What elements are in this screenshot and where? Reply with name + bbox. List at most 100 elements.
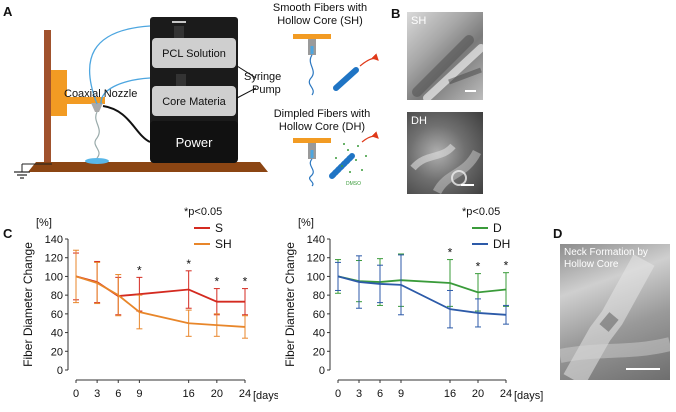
stand-post xyxy=(44,30,51,166)
y-tick-label: 40 xyxy=(51,328,63,340)
chart-s-vs-sh: 0 20 40 60 80 100 120 140 0 3 6 9 16 20 24[days] [%] Fib… xyxy=(21,206,278,402)
x-tick-label: 9 xyxy=(136,388,142,400)
y-tick-label: 120 xyxy=(307,253,325,265)
nozzle-holder xyxy=(51,70,67,116)
core-material-label: Core Materia xyxy=(162,96,226,108)
nozzle-arm xyxy=(67,97,105,104)
dh-micrograph: DH xyxy=(407,112,483,194)
x-tick-label: 6 xyxy=(377,388,383,400)
panel-d-letter: D xyxy=(553,226,563,241)
y-tick-label: 20 xyxy=(51,346,63,358)
y-tick-label: 140 xyxy=(307,234,325,246)
significance-asterisk: * xyxy=(214,275,219,289)
neck-formation-micrograph: Neck Formation by Hollow Core xyxy=(560,244,670,380)
neck-caption-line1: Neck Formation by xyxy=(564,247,648,258)
y-tick-label: 0 xyxy=(57,365,63,377)
significance-asterisk: * xyxy=(243,275,248,289)
significance-asterisk: * xyxy=(137,263,142,277)
x-tick-label: 3 xyxy=(94,388,100,400)
y-tick-label: 80 xyxy=(51,290,63,302)
power-cable xyxy=(102,105,151,143)
legend-label-s: S xyxy=(215,221,223,235)
y-tick-label: 20 xyxy=(313,346,325,358)
dh-arrow-icon xyxy=(361,131,379,143)
collector-target xyxy=(85,158,109,164)
x-tick-label: 16 xyxy=(444,388,456,400)
series-line-d xyxy=(337,275,507,294)
collector-base xyxy=(28,162,268,172)
smooth-fiber-icon xyxy=(333,67,359,91)
dh-scale-bar xyxy=(461,184,474,186)
significance-asterisk: * xyxy=(186,257,191,271)
x-tick-label: 20 xyxy=(211,388,223,400)
series-line-sh xyxy=(75,275,246,328)
fiber-jet xyxy=(94,111,100,159)
significance-note: *p<0.05 xyxy=(462,206,500,218)
pcl-solution-syringe xyxy=(152,38,236,68)
panel-c-letter: C xyxy=(3,226,13,241)
pcl-tube xyxy=(89,25,180,105)
core-material-syringe xyxy=(152,86,236,116)
sh-nozzle-holder xyxy=(293,34,331,39)
sh-title-line1: Smooth Fibers with xyxy=(273,2,367,14)
y-unit-label: [%] xyxy=(36,217,52,229)
legend-label-d: D xyxy=(493,221,502,235)
x-tick-label: 24 xyxy=(500,388,512,400)
syringe-label: Syringe xyxy=(244,71,281,83)
y-axis-title: Fiber Diameter Change xyxy=(21,242,35,367)
y-unit-label: [%] xyxy=(298,217,314,229)
y-tick-label: 140 xyxy=(45,234,63,246)
x-tick-label: 0 xyxy=(73,388,79,400)
x-tick-label: 3 xyxy=(356,388,362,400)
x-tick-label: 0 xyxy=(335,388,341,400)
x-tick-label: 24 xyxy=(239,388,251,400)
significance-note: *p<0.05 xyxy=(184,206,222,218)
power-label: Power xyxy=(176,135,214,150)
x-unit-label: [days] xyxy=(253,390,278,402)
chart-d-vs-dh: 0 20 40 60 80 100 120 140 0 3 6 9 16 20 24 [days] [%] Fib… xyxy=(283,206,543,402)
significance-asterisk: * xyxy=(476,260,481,274)
sh-jet xyxy=(308,54,314,96)
panel-a-letter: A xyxy=(3,4,13,19)
x-tick-label: 16 xyxy=(183,388,195,400)
series-line-dh xyxy=(337,275,507,316)
legend-label-sh: SH xyxy=(215,237,232,251)
y-tick-label: 60 xyxy=(51,309,63,321)
dmso-label: DMSO xyxy=(346,181,361,187)
significance-asterisk: * xyxy=(448,246,453,260)
dh-nozzle-holder xyxy=(293,138,331,143)
dh-title-line1: Dimpled Fibers with xyxy=(274,108,371,120)
sh-title-line2: Hollow Core (SH) xyxy=(277,15,363,27)
y-tick-label: 0 xyxy=(319,365,325,377)
y-tick-label: 120 xyxy=(45,253,63,265)
power-supply xyxy=(150,121,238,163)
dh-jet xyxy=(309,158,314,187)
sh-micrograph-label: SH xyxy=(411,15,427,27)
y-tick-label: 100 xyxy=(307,271,325,283)
dmso-droplets-icon xyxy=(335,143,367,173)
legend-label-dh: DH xyxy=(493,237,510,251)
panel-b-letter: B xyxy=(391,6,401,21)
y-tick-label: 100 xyxy=(45,271,63,283)
sh-arrow-icon xyxy=(359,53,379,67)
neck-caption-line2: Hollow Core xyxy=(564,259,619,270)
pump-label: Pump xyxy=(252,84,281,96)
dh-title-line2: Hollow Core (DH) xyxy=(279,121,365,133)
y-tick-label: 60 xyxy=(313,309,325,321)
y-axis-title: Fiber Diameter Change xyxy=(283,242,297,367)
x-unit-label: [days] xyxy=(514,390,543,402)
y-tick-label: 80 xyxy=(313,290,325,302)
sh-scale-bar xyxy=(465,90,476,92)
core-tube xyxy=(100,77,175,105)
x-tick-label: 20 xyxy=(472,388,484,400)
neck-scale-bar xyxy=(626,368,660,370)
dh-micrograph-label: DH xyxy=(411,115,427,127)
coaxial-nozzle xyxy=(91,103,103,112)
x-tick-label: 6 xyxy=(115,388,121,400)
significance-asterisk: * xyxy=(504,259,509,273)
pcl-solution-label: PCL Solution xyxy=(162,48,226,60)
electrospinning-schematic: PCL Solution Core Materia Power Coaxial … xyxy=(14,2,379,187)
y-tick-label: 40 xyxy=(313,328,325,340)
sh-micrograph: SH xyxy=(407,12,483,100)
coaxial-nozzle-label: Coaxial Nozzle xyxy=(64,88,137,100)
